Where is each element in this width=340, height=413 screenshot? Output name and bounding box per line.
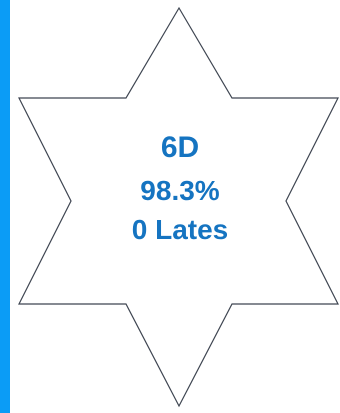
accent-bar [0,0,10,413]
class-name: 6D [160,131,200,164]
lates-count: 0 Lates [131,214,229,245]
star-content: 6D 98.3% 0 Lates [100,133,260,244]
attendance-percentage: 98.3% [140,175,220,206]
six-point-star [18,6,339,408]
